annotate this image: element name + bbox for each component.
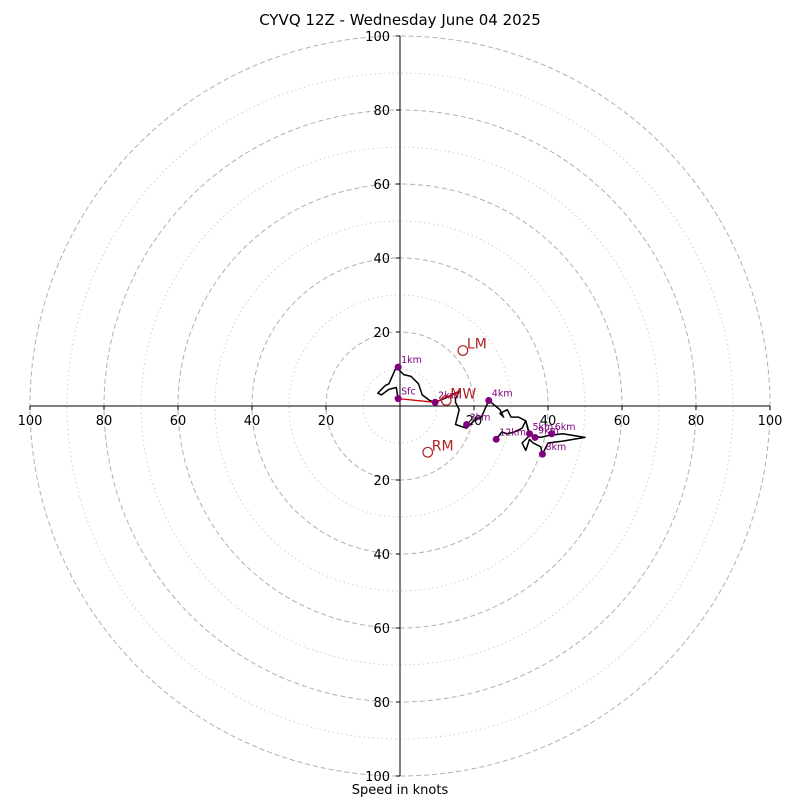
height-marker-2km xyxy=(431,398,439,406)
x-tick-label: 60 xyxy=(170,414,187,429)
x-tick-label: 100 xyxy=(18,414,43,429)
height-marker-6km xyxy=(548,430,556,438)
y-tick-label: 100 xyxy=(365,770,390,785)
height-label-5km: 5km xyxy=(533,422,554,433)
hodograph-trace xyxy=(377,366,586,455)
storm-motion-marker-mw xyxy=(440,395,452,406)
y-tick-label: 80 xyxy=(373,696,390,711)
x-tick-label: 40 xyxy=(540,414,557,429)
height-marker-9km xyxy=(531,433,539,441)
y-tick-label: 80 xyxy=(373,104,390,119)
y-tick-label: 40 xyxy=(373,252,390,267)
x-tick-label: 60 xyxy=(614,414,631,429)
height-label-6km: 6km xyxy=(555,422,576,433)
height-marker-8km xyxy=(538,450,546,458)
storm-motion-label-mw: MW xyxy=(450,386,476,402)
height-label-3km: 3km xyxy=(470,413,491,424)
height-label-1km: 1km xyxy=(401,355,422,366)
storm-motion-marker-lm xyxy=(457,345,469,356)
height-marker-3km xyxy=(463,421,471,428)
x-tick-label: 80 xyxy=(688,414,705,429)
y-tick-label: 60 xyxy=(373,178,390,193)
x-tick-label: 40 xyxy=(244,414,261,429)
height-label-8km: 8km xyxy=(545,442,566,453)
chart-title: CYVQ 12Z - Wednesday June 04 2025 xyxy=(259,11,541,29)
height-marker-5km xyxy=(526,430,533,438)
storm-motion-label-rm: RM xyxy=(432,438,454,454)
y-tick-label: 60 xyxy=(373,622,390,637)
x-tick-label: 20 xyxy=(318,414,335,429)
y-tick-label: 20 xyxy=(373,326,390,341)
height-label-Sfc: Sfc xyxy=(401,387,416,398)
x-tick-label: 80 xyxy=(96,414,113,429)
storm-motion-marker-rm xyxy=(422,446,434,458)
height-label-9km: 9km xyxy=(538,425,559,436)
y-tick-label: 20 xyxy=(373,474,390,489)
y-tick-label: 40 xyxy=(373,548,390,563)
height-label-12km: 12km xyxy=(499,427,526,438)
height-marker-Sfc xyxy=(394,395,402,403)
height-marker-1km xyxy=(394,363,402,371)
height-marker-4km xyxy=(485,396,493,404)
height-marker-12km xyxy=(492,435,500,443)
y-tick-label: 100 xyxy=(365,30,390,45)
x-tick-label: 100 xyxy=(758,414,783,429)
height-label-4km: 4km xyxy=(492,388,513,399)
x-axis-caption: Speed in knots xyxy=(351,783,449,798)
storm-motion-label-lm: LM xyxy=(467,337,487,353)
